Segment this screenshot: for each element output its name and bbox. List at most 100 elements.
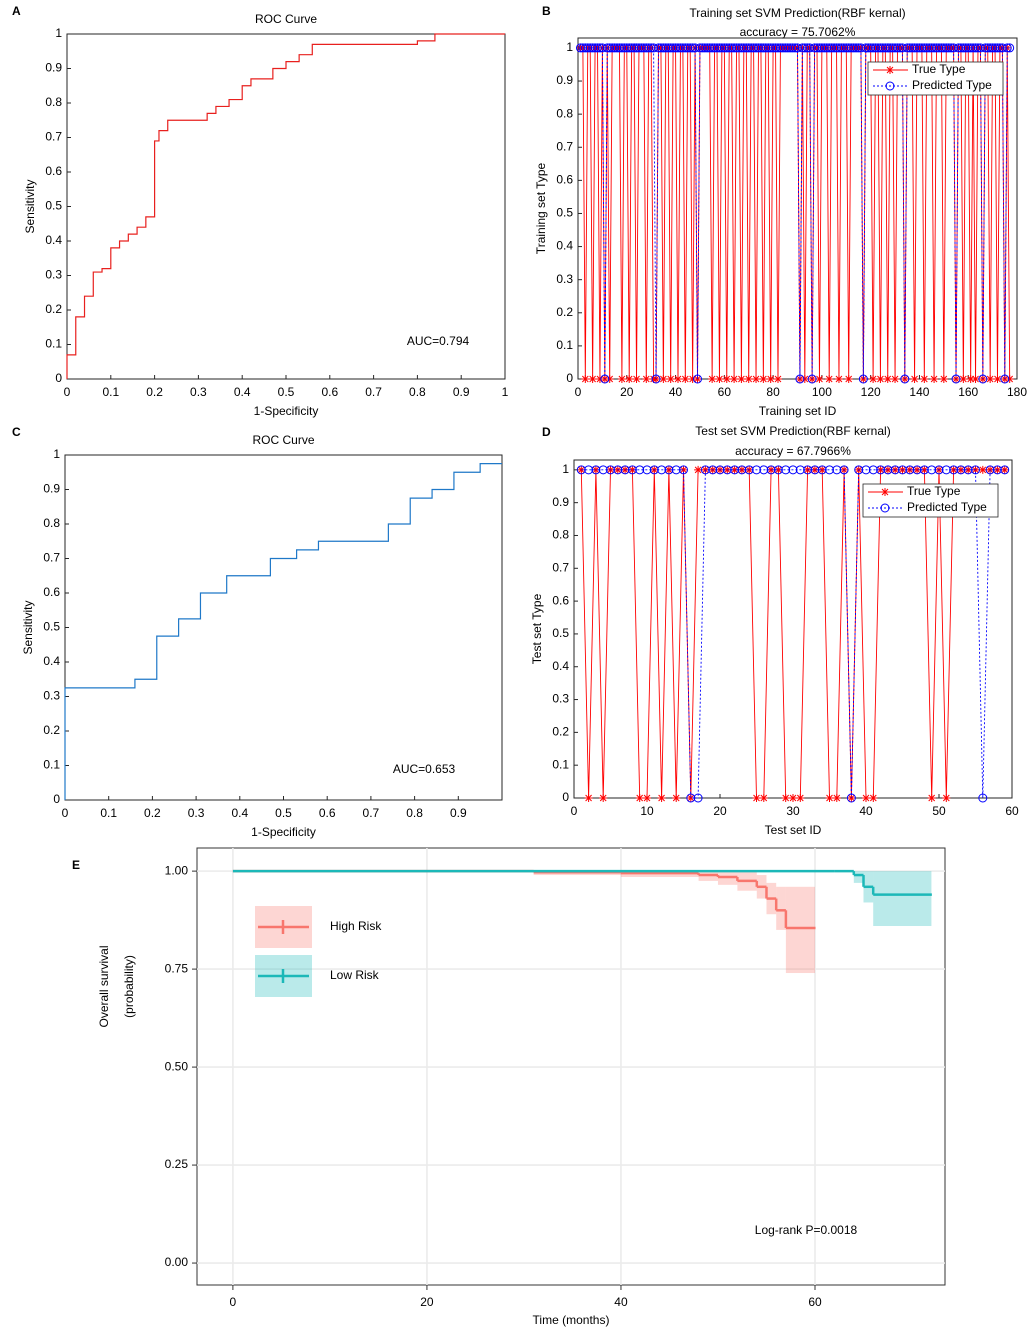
- y-tick-label: 0.7: [552, 560, 569, 574]
- panel-letter: D: [542, 425, 551, 439]
- circle-marker: [719, 43, 729, 53]
- circle-marker: [717, 43, 727, 53]
- star-marker: [632, 375, 641, 383]
- circle-marker: [602, 43, 612, 53]
- circle-marker: [700, 465, 710, 475]
- circle-marker: [673, 43, 683, 53]
- circle-marker: [810, 465, 820, 475]
- star-marker: [844, 375, 853, 383]
- y-tick-label: 0.5: [45, 199, 62, 213]
- circle-marker: [712, 43, 722, 53]
- y-tick-label: 0.75: [165, 961, 189, 975]
- circle-marker: [773, 43, 783, 53]
- x-axis-label: Training set ID: [759, 404, 837, 418]
- circle-marker: [936, 43, 946, 53]
- x-tick-label: 40: [614, 1295, 628, 1309]
- circle-marker: [671, 465, 681, 475]
- circle-marker: [975, 43, 985, 53]
- circle-marker: [612, 43, 622, 53]
- star-marker: [956, 43, 965, 52]
- star-marker: [876, 375, 885, 383]
- circle-marker: [756, 43, 766, 53]
- circle-marker: [773, 465, 783, 475]
- circle-marker: [968, 43, 978, 53]
- circle-marker: [585, 43, 595, 53]
- circle-marker: [1005, 43, 1015, 53]
- circle-marker: [622, 43, 632, 53]
- star-marker: [883, 375, 892, 383]
- star-marker: [656, 43, 665, 52]
- star-marker: [752, 375, 761, 383]
- star-marker: [657, 794, 666, 802]
- circle-marker: [610, 43, 620, 53]
- star-marker: [1003, 43, 1012, 52]
- star-marker: [599, 794, 608, 802]
- circle-marker: [580, 43, 590, 53]
- circle-marker: [788, 465, 798, 475]
- star-marker: [715, 375, 724, 383]
- circle-marker: [651, 374, 661, 384]
- circle-marker: [861, 465, 871, 475]
- x-tick-label: 0.9: [453, 385, 470, 399]
- circle-marker: [697, 43, 707, 53]
- circle-marker: [832, 465, 842, 475]
- y-tick-label: 0.5: [552, 626, 569, 640]
- circle-marker: [578, 43, 588, 53]
- circle-marker: [576, 465, 586, 475]
- annotation: Log-rank P=0.0018: [755, 1223, 858, 1237]
- circle-marker: [985, 465, 995, 475]
- circle-marker: [749, 43, 759, 53]
- circle-marker: [876, 465, 886, 475]
- circle-marker: [868, 465, 878, 475]
- circle-marker: [664, 465, 674, 475]
- star-marker: [810, 465, 819, 474]
- x-tick-label: 0: [62, 806, 69, 820]
- circle-marker: [763, 43, 773, 53]
- circle-marker: [961, 43, 971, 53]
- y-tick-label: 0.9: [552, 495, 569, 509]
- circle-marker: [963, 465, 973, 475]
- circle-marker: [584, 465, 594, 475]
- y-tick-label: 0.4: [552, 659, 569, 673]
- circle-marker: [686, 793, 696, 803]
- x-axis-label: Time (months): [533, 1313, 610, 1327]
- circle-marker: [600, 374, 610, 384]
- star-marker: [595, 375, 604, 383]
- star-marker: [825, 375, 834, 383]
- circle-marker: [963, 43, 973, 53]
- circle-marker: [839, 465, 849, 475]
- circle-marker: [851, 43, 861, 53]
- circle-marker: [832, 43, 842, 53]
- star-marker: [694, 465, 703, 474]
- panel-letter: E: [72, 858, 80, 872]
- confidence-band: [776, 886, 786, 930]
- x-tick-label: 50: [932, 804, 946, 818]
- circle-marker: [803, 465, 813, 475]
- circle-marker: [727, 43, 737, 53]
- chart-title: accuracy = 75.7062%: [740, 25, 856, 39]
- circle-marker: [875, 43, 885, 53]
- y-tick-label: 1: [53, 447, 60, 461]
- star-marker: [588, 375, 597, 383]
- star-marker: [832, 794, 841, 802]
- circle-marker: [946, 43, 956, 53]
- circle-marker: [629, 43, 639, 53]
- circle-marker: [836, 43, 846, 53]
- circle-marker: [956, 43, 966, 53]
- star-marker: [825, 794, 834, 802]
- x-tick-label: 0.6: [321, 385, 338, 399]
- circle-marker: [627, 43, 637, 53]
- circle-marker: [849, 43, 859, 53]
- star-marker: [869, 794, 878, 802]
- circle-marker: [759, 465, 769, 475]
- star-marker: [964, 465, 973, 474]
- circle-marker: [793, 43, 802, 53]
- star-marker: [617, 375, 626, 383]
- star-marker: [730, 375, 739, 383]
- circle-marker: [627, 465, 637, 475]
- circle-marker: [980, 43, 990, 53]
- y-axis-label: (probability): [122, 955, 136, 1018]
- star-marker: [672, 794, 681, 802]
- plot-frame: [64, 454, 503, 801]
- star-marker: [956, 465, 965, 474]
